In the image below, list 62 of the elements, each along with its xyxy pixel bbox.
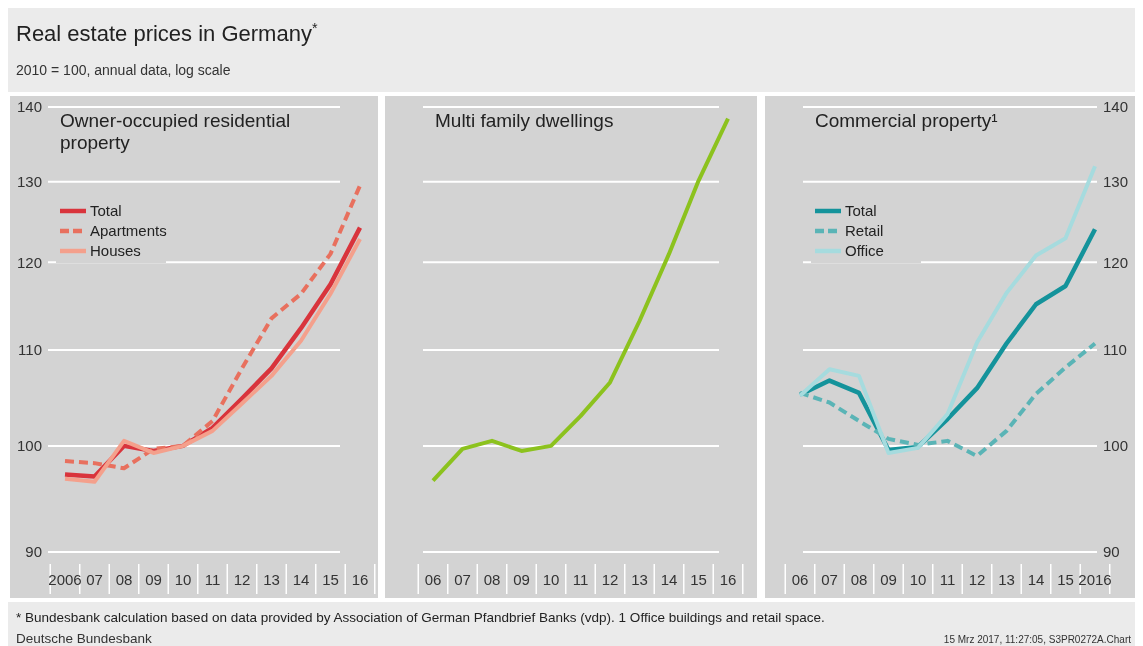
x-tick-label: 08 <box>850 571 868 588</box>
x-tick-label: 2016 <box>1078 571 1112 588</box>
x-tick-label: 12 <box>233 571 251 588</box>
y-tick-label: 90 <box>25 543 42 561</box>
x-tick-label: 11 <box>572 571 589 588</box>
x-tick-label: 06 <box>424 571 442 588</box>
text: Deutsche Bundesbank <box>16 631 153 646</box>
x-tick-label: 16 <box>351 571 369 588</box>
x-tick-label: 11 <box>939 571 956 588</box>
line-series <box>798 164 1097 455</box>
x-tick-label: 07 <box>454 571 471 588</box>
x-tick-label: 15 <box>690 571 707 588</box>
x-tick-label: 2006 <box>48 571 82 588</box>
x-tick-label: 11 <box>204 571 221 588</box>
x-tick-label: 10 <box>542 571 560 588</box>
y-tick-label: 140 <box>16 98 42 116</box>
legend-label: Apartments <box>90 222 167 240</box>
x-tick-label: 07 <box>86 571 103 588</box>
x-tick-label: 14 <box>1027 571 1045 588</box>
x-tick-label: 10 <box>174 571 192 588</box>
x-tick-label: 14 <box>660 571 678 588</box>
text: * Bundesbank calculation based on data provided by Association of German Pfandbrief Banks (vdp). 1 Office buildings and retail space. <box>16 610 825 625</box>
x-tick-label: 09 <box>145 571 162 588</box>
x-tick-label: 15 <box>1057 571 1074 588</box>
y-tick-label: 120 <box>1103 253 1129 271</box>
x-tick-label: 07 <box>821 571 838 588</box>
x-tick-label: 09 <box>880 571 897 588</box>
x-tick-label: 12 <box>968 571 986 588</box>
annotation: Owner-occupied residential property <box>60 110 291 153</box>
legend-label: Total <box>90 202 122 220</box>
legend-label: Total <box>845 202 877 220</box>
x-tick-label: 10 <box>909 571 927 588</box>
chart-title: Commercial property¹ <box>815 110 998 131</box>
x-tick-label: 16 <box>719 571 737 588</box>
line-series <box>63 183 362 471</box>
legend-label: Retail <box>845 222 884 240</box>
y-tick-label: 120 <box>16 253 42 271</box>
y-tick-label: 90 <box>1103 543 1120 561</box>
x-tick-label: 08 <box>115 571 133 588</box>
y-tick-label: 130 <box>1103 172 1129 190</box>
legend-label: Houses <box>90 242 141 260</box>
x-tick-label: 13 <box>998 571 1015 588</box>
y-tick-label: 140 <box>1103 98 1129 116</box>
x-tick-label: 08 <box>483 571 501 588</box>
x-tick-label: 14 <box>292 571 310 588</box>
chart-title: Real estate prices in Germany$^{*}$ <box>16 20 318 46</box>
y-tick-label: 110 <box>18 341 42 359</box>
y-tick-label: 130 <box>16 172 42 190</box>
y-tick-label: 100 <box>16 437 42 455</box>
text: 15 Mrz 2017, 11:27:05, S3PR0272A.Chart <box>943 634 1132 645</box>
x-tick-label: 09 <box>513 571 530 588</box>
x-tick-label: 13 <box>631 571 648 588</box>
x-tick-label: 12 <box>601 571 619 588</box>
x-tick-label: 13 <box>263 571 280 588</box>
line-series <box>798 341 1097 459</box>
chart-title: Multi family dwellings <box>435 110 614 131</box>
legend-label: Office <box>845 242 884 260</box>
x-tick-label: 15 <box>322 571 339 588</box>
y-tick-label: 110 <box>1103 341 1127 359</box>
chart-subtitle: 2010 = 100, annual data, log scale <box>16 62 231 78</box>
x-tick-label: 06 <box>791 571 809 588</box>
y-tick-label: 100 <box>1103 437 1129 455</box>
